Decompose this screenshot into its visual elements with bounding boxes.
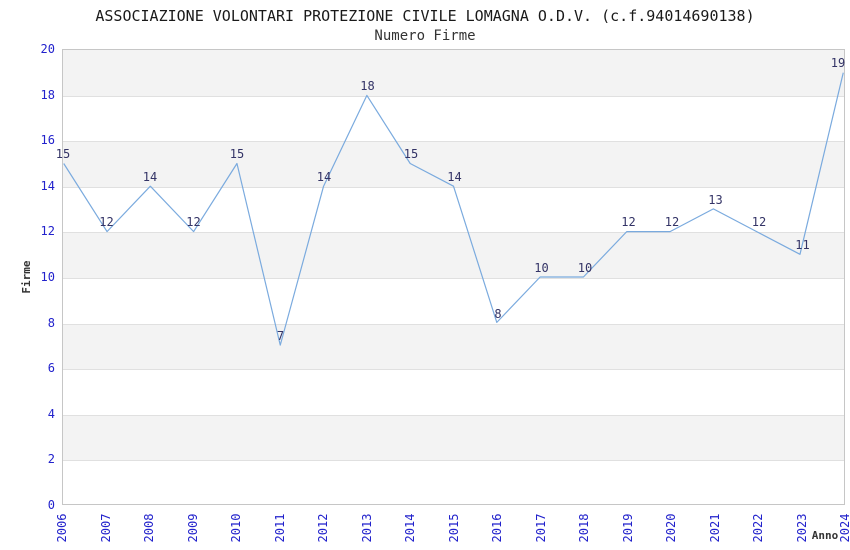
- data-label: 14: [142, 169, 158, 184]
- x-axis-label: Anno: [811, 529, 839, 542]
- x-tick-label: 2014: [403, 513, 417, 543]
- x-tick-label: 2010: [229, 513, 243, 543]
- x-tick-label: 2018: [577, 513, 591, 543]
- data-label: 19: [830, 55, 846, 70]
- data-label: 8: [494, 306, 502, 321]
- data-label: 7: [276, 329, 285, 344]
- data-label: 18: [360, 78, 375, 93]
- gridline: [63, 415, 844, 416]
- data-label: 14: [447, 169, 462, 184]
- x-tick-label: 2007: [98, 513, 113, 543]
- data-label: 12: [186, 215, 201, 230]
- x-tick-label: 2016: [490, 513, 504, 543]
- data-label: 12: [99, 215, 114, 230]
- plot-area: 15 12 14 12 15 7 14 18 15 14 8 10 10 12 12 13 12 11 19: [56, 49, 846, 505]
- y-tick-label: 0: [47, 498, 55, 512]
- data-label: 11: [795, 238, 810, 253]
- data-label: 15: [229, 147, 245, 161]
- y-tick-label: 4: [47, 406, 55, 421]
- data-label: 10: [577, 261, 593, 275]
- y-tick-label: 6: [47, 361, 55, 376]
- gridline: [63, 460, 844, 461]
- x-tick-label: 2019: [620, 513, 635, 543]
- gridline: [63, 324, 844, 325]
- gridline: [63, 141, 844, 142]
- y-tick-label: 12: [40, 224, 55, 239]
- data-label: 14: [316, 169, 332, 184]
- x-tick-label: 2012: [316, 513, 330, 543]
- x-tick-label: 2020: [664, 513, 678, 543]
- x-tick-label: 2011: [272, 513, 287, 543]
- data-label: 10: [534, 261, 549, 275]
- y-tick-label: 16: [40, 133, 55, 148]
- x-tick-label: 2015: [446, 513, 461, 543]
- y-tick-label: 18: [40, 87, 55, 102]
- y-tick-label: 20: [40, 42, 55, 56]
- data-label: 12: [751, 215, 767, 230]
- background-band: [63, 232, 844, 278]
- x-tick-label: 2024: [838, 513, 850, 543]
- data-label: 13: [708, 192, 723, 207]
- x-tick-label: 2009: [185, 513, 200, 543]
- background-band: [63, 141, 844, 187]
- line-series: [63, 72, 844, 346]
- data-label: 15: [55, 147, 71, 161]
- y-tick-label: 8: [47, 315, 55, 330]
- background-band: [63, 50, 844, 96]
- data-label: 12: [664, 215, 680, 230]
- chart-title: ASSOCIAZIONE VOLONTARI PROTEZIONE CIVILE…: [95, 7, 755, 25]
- x-tick-label: 2022: [751, 513, 765, 543]
- gridline: [63, 232, 844, 233]
- background-band: [63, 414, 844, 461]
- y-tick-label: 2: [47, 452, 55, 467]
- data-label: 12: [621, 215, 636, 230]
- x-tick-label: 2006: [55, 513, 69, 543]
- y-tick-label: 14: [40, 178, 55, 193]
- series-line: [63, 72, 844, 346]
- background-band: [63, 323, 844, 370]
- data-label: 15: [403, 147, 419, 161]
- y-tick-label: 10: [40, 270, 55, 284]
- gridline: [63, 278, 844, 279]
- x-tick-label: 2021: [707, 513, 722, 543]
- x-tick-label: 2008: [142, 513, 156, 543]
- gridline: [63, 369, 844, 370]
- chart-subtitle: Numero Firme: [374, 28, 476, 44]
- x-tick-label: 2023: [794, 513, 809, 543]
- gridline: [63, 96, 844, 97]
- x-tick-label: 2017: [533, 513, 548, 543]
- x-tick-label: 2013: [359, 513, 374, 543]
